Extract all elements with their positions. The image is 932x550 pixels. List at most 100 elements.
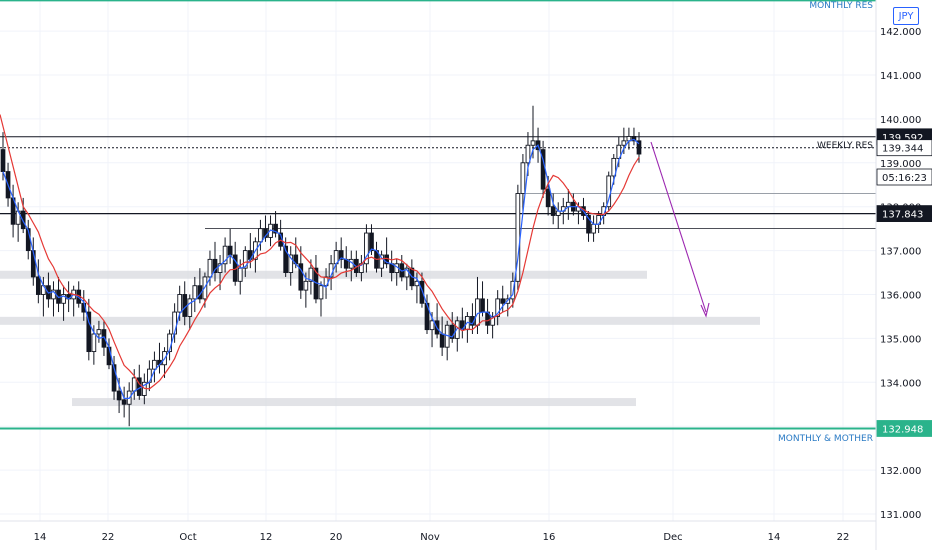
candle bbox=[394, 259, 400, 286]
level-annotation: WEEKLY RES bbox=[817, 141, 873, 151]
candle-body bbox=[217, 263, 223, 273]
candle-body bbox=[586, 215, 591, 234]
candle bbox=[288, 246, 294, 286]
candle-body bbox=[369, 232, 374, 252]
candle-body bbox=[555, 210, 561, 216]
support-zone bbox=[0, 316, 760, 325]
candle bbox=[10, 184, 16, 238]
candle-body bbox=[545, 188, 551, 208]
candle-body bbox=[288, 254, 294, 274]
candle-body bbox=[500, 298, 506, 304]
candle-body bbox=[0, 149, 6, 173]
candle-body bbox=[298, 263, 304, 291]
price-axis-background bbox=[876, 0, 932, 550]
candle-body bbox=[449, 324, 455, 339]
candle bbox=[434, 303, 440, 339]
price-label-box bbox=[876, 420, 932, 437]
candle bbox=[71, 285, 77, 317]
candle bbox=[586, 211, 591, 242]
candle-body bbox=[20, 210, 26, 230]
candle bbox=[101, 320, 107, 356]
candle bbox=[444, 320, 450, 361]
candle-body bbox=[187, 298, 193, 317]
candle bbox=[298, 246, 304, 299]
price-label: 137.843 bbox=[876, 205, 932, 222]
candle-body bbox=[303, 280, 309, 291]
price-label-box bbox=[876, 168, 932, 186]
candle bbox=[353, 250, 359, 277]
candle-body bbox=[565, 201, 571, 208]
candle bbox=[273, 211, 278, 238]
candle-body bbox=[454, 320, 460, 339]
y-tick-label: 131.000 bbox=[880, 510, 921, 521]
projection-arrow[interactable] bbox=[650, 141, 710, 318]
x-tick-label: 12 bbox=[260, 532, 273, 543]
candle-body bbox=[379, 254, 384, 269]
candle bbox=[505, 294, 511, 317]
candle bbox=[51, 281, 56, 317]
candle-body bbox=[222, 245, 228, 265]
time-axis[interactable]: 14 22 Oct 12 20 Nov 16 Dec 14 22 bbox=[34, 532, 850, 543]
candle-body bbox=[429, 320, 435, 331]
candle bbox=[247, 233, 253, 269]
candle-body bbox=[273, 223, 278, 234]
candle-body bbox=[419, 280, 425, 304]
y-tick-label: 135.000 bbox=[880, 334, 921, 345]
x-tick-label: 22 bbox=[837, 532, 850, 543]
x-tick-label: Nov bbox=[420, 532, 440, 543]
candle bbox=[515, 184, 521, 291]
candle bbox=[384, 237, 389, 269]
y-tick-label: 139.000 bbox=[880, 159, 921, 170]
candle bbox=[187, 294, 193, 330]
candle-body bbox=[364, 232, 369, 265]
candle-body bbox=[136, 377, 142, 396]
candle bbox=[283, 237, 289, 277]
candle-body bbox=[550, 206, 556, 216]
candle-body bbox=[61, 294, 66, 304]
candle-body bbox=[227, 245, 233, 256]
candle-body bbox=[96, 329, 102, 335]
candle bbox=[86, 298, 92, 361]
candle bbox=[313, 254, 319, 304]
candle bbox=[152, 351, 157, 383]
horizontal-levels bbox=[0, 0, 876, 430]
slow-moving-average-line bbox=[0, 114, 640, 390]
candle bbox=[147, 360, 152, 392]
candle-body bbox=[91, 333, 97, 353]
candle-body bbox=[520, 162, 526, 194]
candle-body bbox=[480, 298, 485, 313]
candle bbox=[459, 307, 465, 339]
candle bbox=[66, 281, 71, 313]
candle bbox=[626, 127, 632, 150]
candle bbox=[56, 276, 61, 313]
candle bbox=[25, 219, 31, 260]
price-label-box bbox=[876, 205, 932, 222]
candle-body bbox=[490, 316, 495, 326]
y-tick-label: 141.000 bbox=[880, 71, 921, 82]
candle bbox=[212, 241, 218, 282]
x-tick-label: 14 bbox=[34, 532, 47, 543]
candle-body bbox=[106, 346, 112, 366]
candle-body bbox=[121, 399, 127, 405]
candle-body bbox=[631, 136, 637, 142]
y-tick-label: 140.000 bbox=[880, 115, 921, 126]
x-tick-label: 20 bbox=[330, 532, 343, 543]
candle bbox=[35, 259, 41, 304]
candle-body bbox=[242, 250, 248, 269]
candle bbox=[485, 298, 490, 335]
candlesticks bbox=[0, 105, 642, 427]
candle bbox=[157, 342, 162, 374]
price-label-text: 139.592 bbox=[882, 133, 923, 144]
candle bbox=[480, 281, 485, 317]
level-annotation: MONTHLY RES bbox=[809, 1, 873, 11]
candle bbox=[111, 355, 117, 400]
candle bbox=[308, 259, 314, 295]
currency-badge[interactable]: JPY bbox=[893, 7, 919, 25]
candle-body bbox=[318, 285, 324, 300]
candle bbox=[399, 254, 405, 282]
candle-body bbox=[207, 258, 213, 278]
price-label-text: 137.843 bbox=[882, 210, 923, 221]
level-annotations: MONTHLY RES WEEKLY RES MONTHLY & MOTHER bbox=[778, 1, 873, 444]
